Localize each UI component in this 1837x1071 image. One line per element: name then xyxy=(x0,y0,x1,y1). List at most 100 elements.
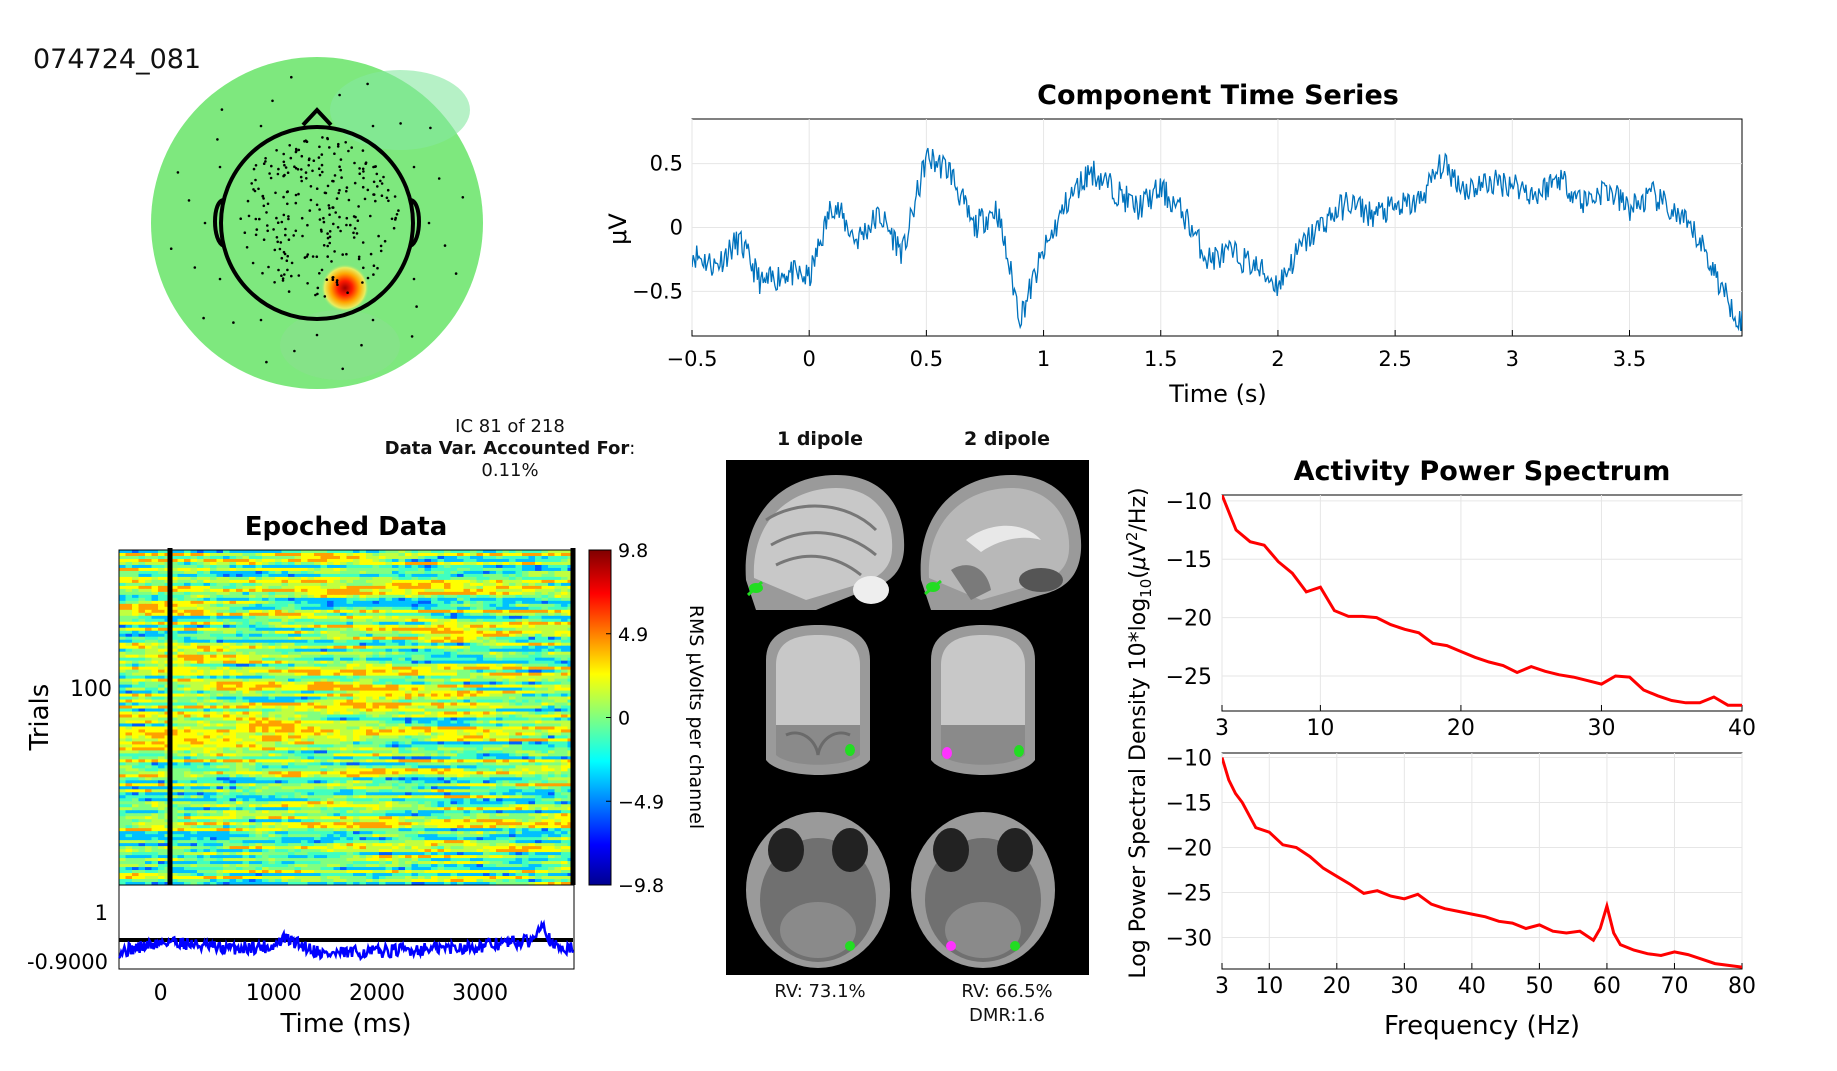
erpimage-cell xyxy=(197,702,205,706)
erpimage-cell xyxy=(223,558,231,563)
erpimage-cell xyxy=(294,600,302,605)
erpimage-cell xyxy=(197,615,205,620)
erpimage-cell xyxy=(353,741,361,745)
erpimage-cell xyxy=(132,636,140,641)
erpimage-cell xyxy=(229,711,237,715)
erpimage-cell xyxy=(307,609,315,614)
erpimage-cell xyxy=(190,681,198,685)
erpimage-cell xyxy=(359,612,367,617)
erpimage-cell xyxy=(476,621,484,626)
erpimage-cell xyxy=(138,744,146,748)
erpimage-cell xyxy=(327,561,335,566)
erpimage-cell xyxy=(392,636,400,641)
erpimage-cell xyxy=(470,735,478,739)
erpimage-cell xyxy=(177,687,185,691)
erpimage-cell xyxy=(541,741,549,745)
erpimage-cell xyxy=(450,738,458,742)
erpimage-cell xyxy=(197,741,205,745)
erpimage-cell xyxy=(450,579,458,584)
erpimage-cell xyxy=(372,687,380,691)
erpimage-cell xyxy=(229,747,237,751)
erpimage-cell xyxy=(418,669,426,674)
erpimage-cell xyxy=(502,621,510,626)
erpimage-cell xyxy=(470,570,478,575)
erpimage-cell xyxy=(405,675,413,680)
erpimage-cell xyxy=(268,660,276,665)
erpimage-cell xyxy=(489,588,497,593)
erpimage-cell xyxy=(333,552,341,557)
erpimage-cell xyxy=(242,606,250,611)
erpimage-cell xyxy=(210,654,218,659)
erpimage-cell xyxy=(535,642,543,647)
erpimage-cell xyxy=(346,657,354,662)
erpimage-cell xyxy=(236,606,244,611)
erpimage-cell xyxy=(171,705,179,709)
erpimage-cell xyxy=(119,669,127,674)
erpimage-cell xyxy=(262,639,270,644)
erpimage-cell xyxy=(405,558,413,563)
erpimage-cell xyxy=(177,555,185,560)
erpimage-cell xyxy=(509,573,517,578)
erpimage-cell xyxy=(548,648,556,653)
erpimage-cell xyxy=(424,573,432,578)
erpimage-cell xyxy=(463,660,471,665)
erpimage-cell xyxy=(502,693,510,697)
erpimage-cell xyxy=(353,720,361,724)
erpimage-cell xyxy=(379,615,387,620)
erpimage-cell xyxy=(177,594,185,599)
erpimage-cell xyxy=(294,576,302,581)
erpimage-cell xyxy=(405,573,413,578)
erpimage-cell xyxy=(509,678,517,683)
erpimage-cell xyxy=(359,600,367,605)
erpimage-cell xyxy=(255,558,263,563)
erpimage-cell xyxy=(236,717,244,721)
erpimage-cell xyxy=(366,585,374,590)
erpimage-cell xyxy=(132,687,140,691)
ts-x-ticks: −0.5 0 0.5 1 1.5 2 2.5 3 3.5 xyxy=(667,330,1646,371)
erpimage-cell xyxy=(158,669,166,674)
erpimage-cell xyxy=(476,570,484,575)
electrode-dot xyxy=(266,202,270,206)
erpimage-cell xyxy=(561,594,569,599)
erpimage-cell xyxy=(177,633,185,638)
erpimage-cell xyxy=(502,630,510,635)
erpimage-cell xyxy=(431,618,439,623)
erpimage-cell xyxy=(450,555,458,560)
erpimage-cell xyxy=(372,729,380,733)
erpimage-cell xyxy=(528,726,536,730)
erpimage-cell xyxy=(275,654,283,659)
erpimage-cell xyxy=(424,645,432,650)
erpimage-cell xyxy=(372,552,380,557)
erpimage-cell xyxy=(398,666,406,671)
erpimage-cell xyxy=(119,579,127,584)
erpimage-cell xyxy=(483,648,491,653)
erpimage-cell xyxy=(223,579,231,584)
erpimage-cell xyxy=(509,633,517,638)
erpimage-cell xyxy=(184,579,192,584)
erpimage-cell xyxy=(463,576,471,581)
erpimage-cell xyxy=(125,723,133,727)
electrode-dot xyxy=(259,318,263,322)
erpimage-cell xyxy=(424,591,432,596)
erpimage-cell xyxy=(151,609,159,614)
erpimage-cell xyxy=(294,594,302,599)
erpimage-cell xyxy=(502,735,510,739)
erpimage-cell xyxy=(431,732,439,736)
erpimage-cell xyxy=(502,627,510,632)
erpimage-cell xyxy=(431,735,439,739)
erpimage-cell xyxy=(255,723,263,727)
erpimage-cell xyxy=(333,690,341,694)
erpimage-cell xyxy=(502,570,510,575)
erpimage-cell xyxy=(262,600,270,605)
erpimage-cell xyxy=(457,645,465,650)
erpimage-cell xyxy=(496,693,504,697)
erpimage-cell xyxy=(275,732,283,736)
electrode-dot xyxy=(372,165,375,169)
erpimage-cell xyxy=(444,654,452,659)
erpimage-cell xyxy=(366,735,374,739)
erpimage-cell xyxy=(223,555,231,560)
erpimage-cell xyxy=(554,609,562,614)
erpimage-cell xyxy=(379,627,387,632)
erpimage-cell xyxy=(528,720,536,724)
erpimage-cell xyxy=(463,600,471,605)
